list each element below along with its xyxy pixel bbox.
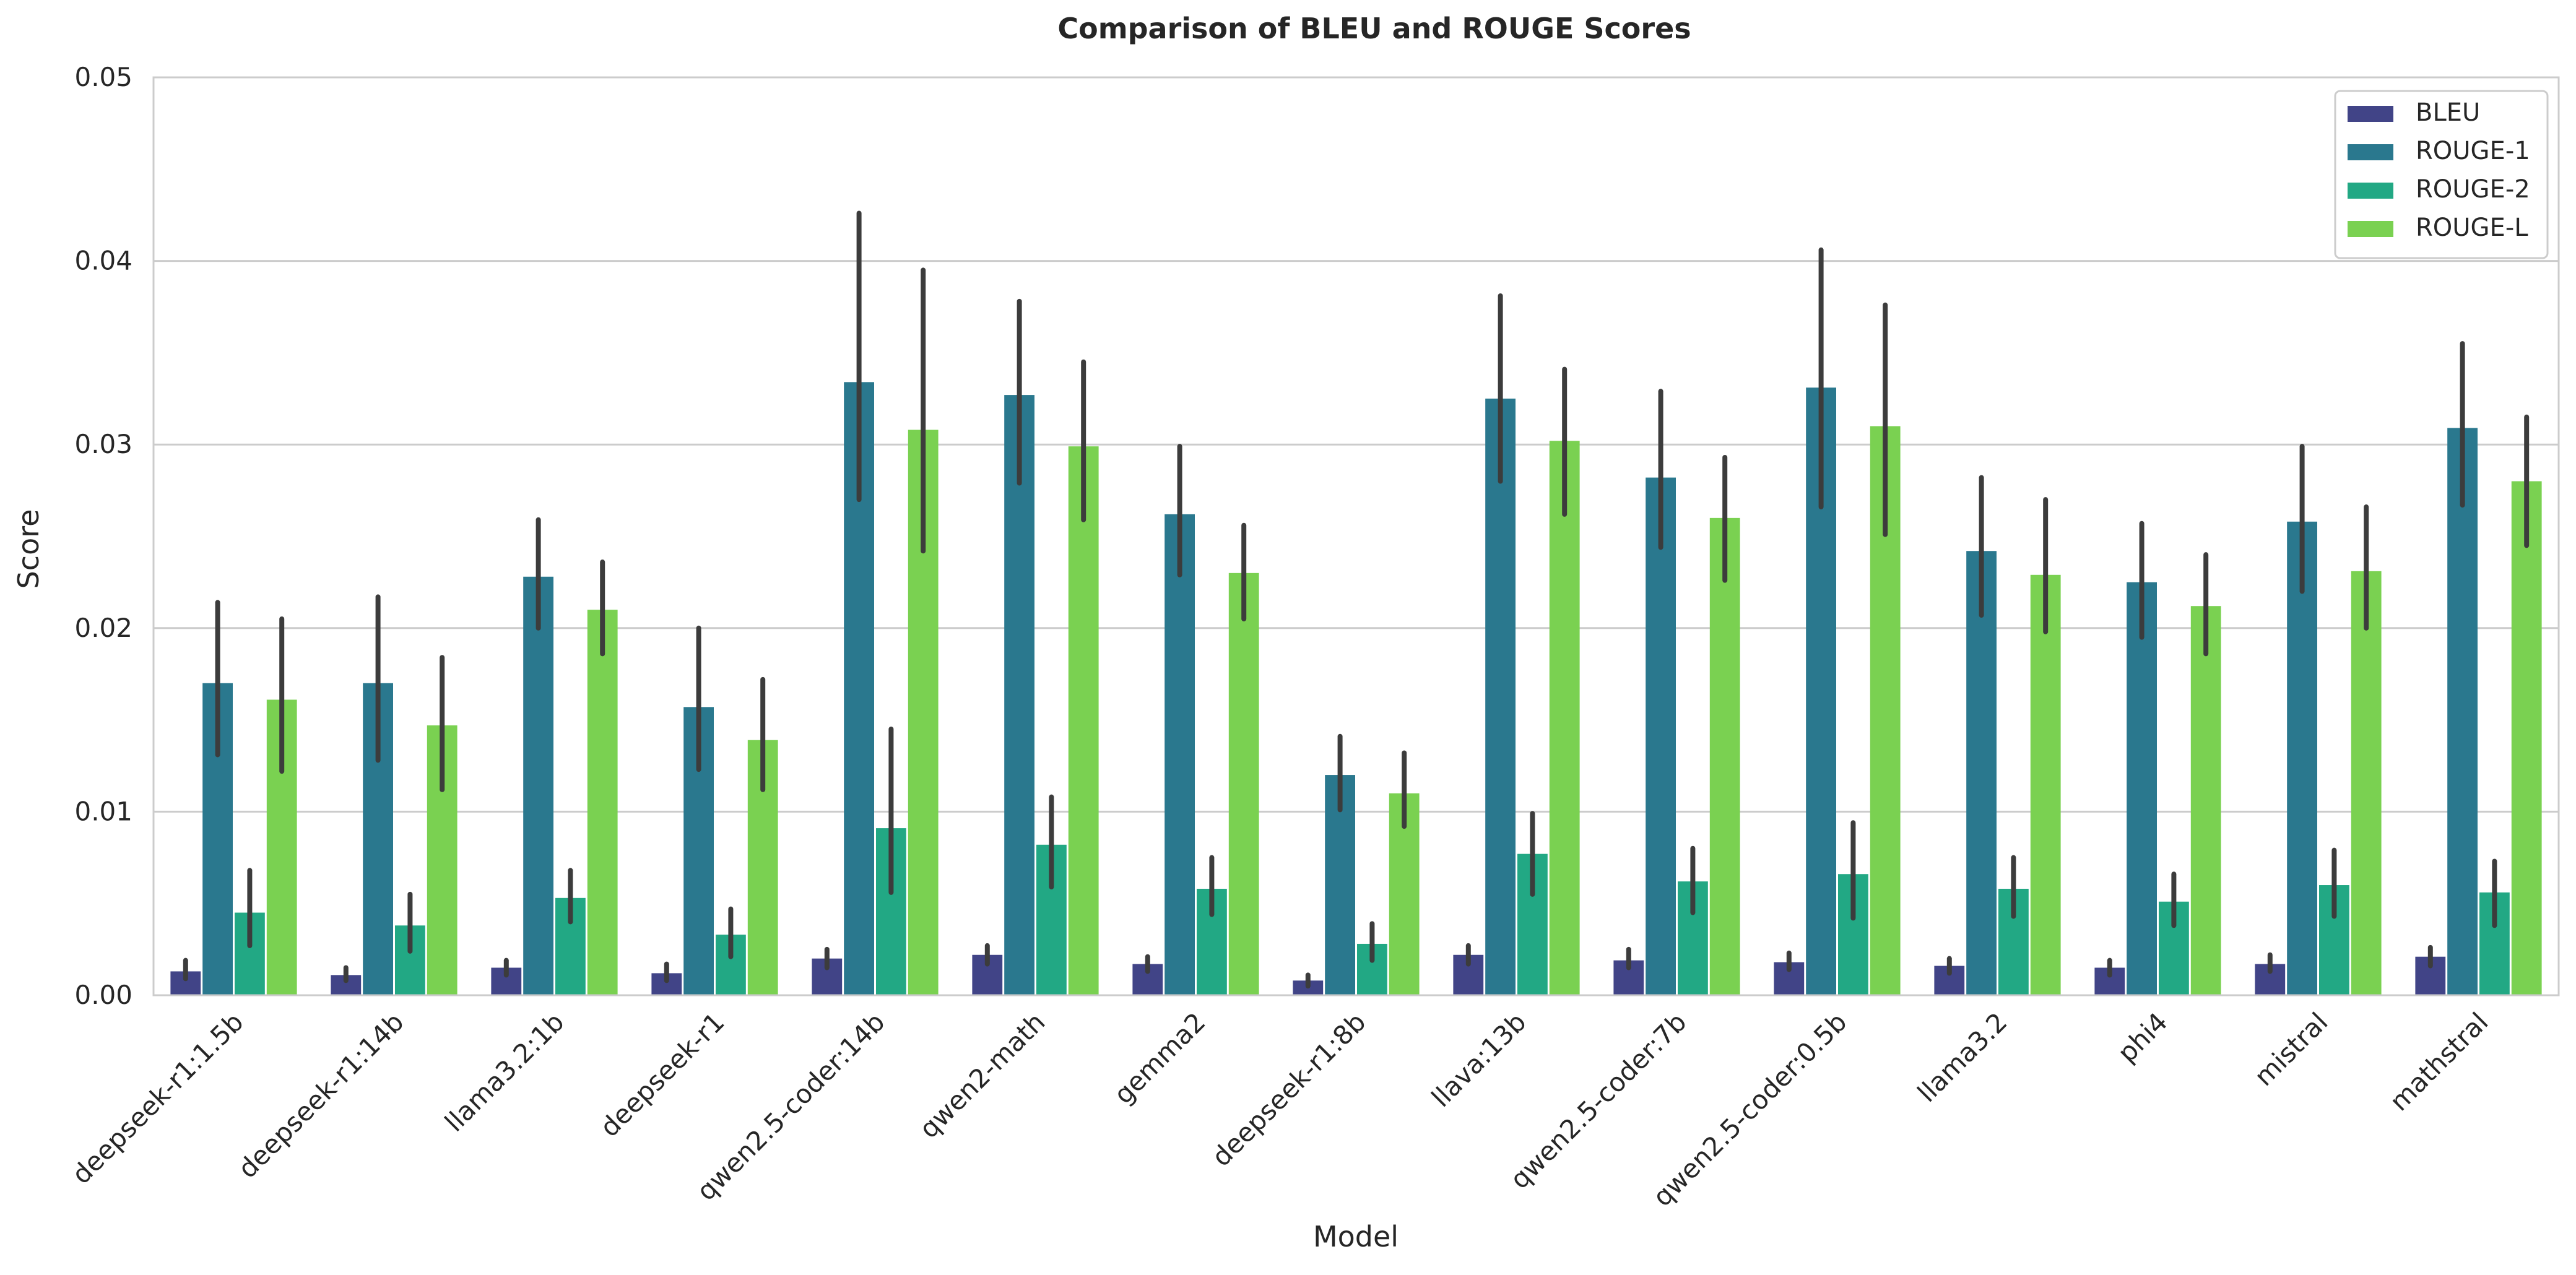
y-tick-label: 0.05: [74, 62, 132, 92]
legend-label: ROUGE-2: [2416, 175, 2530, 204]
plot-frame: [152, 76, 2560, 996]
bar: [1709, 517, 1740, 995]
bar: [2447, 428, 2478, 995]
errorbars-layer: [183, 210, 2530, 989]
y-tick-label: 0.04: [74, 246, 132, 276]
legend: BLEU ROUGE-1 ROUGE-2 ROUGE-L: [2334, 90, 2549, 259]
bar: [1549, 441, 1580, 995]
legend-label: ROUGE-1: [2416, 137, 2530, 165]
bar: [1068, 446, 1099, 995]
bar: [2351, 571, 2382, 995]
bar: [2190, 606, 2221, 995]
bar: [1164, 514, 1195, 995]
y-tick-label: 0.01: [74, 796, 132, 826]
legend-swatch: [2348, 106, 2393, 122]
bar: [2287, 521, 2317, 995]
bar: [2511, 481, 2542, 995]
y-tick-labels: 0.00 0.01 0.02 0.03 0.04 0.05: [74, 62, 132, 1010]
bar: [1228, 573, 1259, 995]
legend-swatch: [2348, 144, 2393, 160]
bar: [1485, 399, 1516, 995]
y-tick-label: 0.03: [74, 429, 132, 459]
legend-frame: [2334, 90, 2549, 259]
y-axis-label: Score: [12, 509, 45, 589]
bar: [2127, 582, 2157, 995]
y-tick-label: 0.02: [74, 613, 132, 643]
legend-label: BLEU: [2416, 98, 2480, 127]
bar: [1966, 551, 1997, 995]
bar: [523, 576, 553, 995]
legend-label: ROUGE-L: [2416, 214, 2528, 242]
chart-title: Comparison of BLEU and ROUGE Scores: [1057, 12, 1691, 45]
y-tick-label: 0.00: [74, 980, 132, 1010]
bar: [1646, 477, 1676, 995]
bar: [587, 610, 618, 995]
bar: [1004, 395, 1034, 995]
legend-swatch: [2348, 183, 2393, 199]
bar: [2030, 574, 2061, 995]
x-axis-label: Model: [1313, 1220, 1399, 1253]
legend-swatch: [2348, 221, 2393, 237]
